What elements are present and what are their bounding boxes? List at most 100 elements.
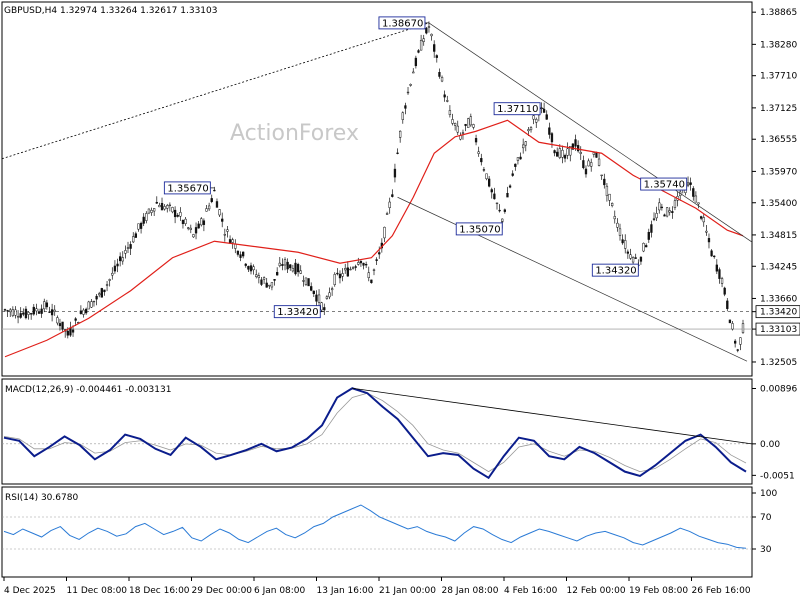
price-panel-frame [1,1,753,377]
candle-body [443,94,446,98]
candle-body [294,262,297,275]
candle-body [168,204,172,206]
candle-body [527,129,530,132]
candle-body [634,257,637,259]
annotation-box [455,222,503,236]
rsi-header: RSI(14) 30.6780 [5,493,78,503]
candle-body [202,220,206,225]
candle-body [412,71,415,74]
candle-body [24,308,28,319]
candle-body [715,264,718,272]
candle-body [650,224,653,233]
candle-body [733,340,737,344]
candle-body [613,216,616,220]
candle-body [600,174,603,177]
candle-body [187,227,190,229]
x-axis-label: 29 Dec 00:00 [192,586,253,596]
candle-body [35,308,38,312]
price-axis-label: 1.34815 [760,231,797,241]
candle-body [265,282,268,288]
candle-body [307,278,310,287]
candle-body [236,250,240,255]
candle-body [550,133,554,143]
candle-body [126,247,130,249]
candle-body [668,210,671,213]
candle-body [192,234,195,238]
annotation-label: 1.38670 [382,18,423,29]
candle-body [139,222,143,229]
candle-body [323,307,326,311]
x-axis-label: 26 Feb 16:00 [692,586,751,596]
candle-body [341,273,344,277]
candle-body [574,139,577,147]
candle-body [736,349,739,351]
annotation-label: 1.35070 [459,224,500,235]
candle-body [516,157,520,161]
candle-body [658,202,661,211]
candle-body [388,201,391,208]
price-axis-label: 1.35400 [760,199,797,209]
candle-body [728,319,732,324]
candle-body [296,264,300,273]
candle-body [118,256,122,262]
candle-body [406,91,410,94]
candle-body [166,205,169,209]
candle-body [158,205,161,208]
candle-body [435,55,438,58]
x-axis-label: 13 Jan 16:00 [317,586,374,596]
candle-body [53,309,56,312]
candle-body [699,216,703,219]
macd-axis-label: -0.0051 [760,471,795,481]
annotation-label: 1.34320 [595,266,636,277]
candle-body [255,274,258,277]
candle-body [391,194,394,197]
annotation-box [163,181,211,195]
macd-signal-line [3,392,747,473]
candle-body [514,163,517,167]
candle-body [362,262,365,266]
candle-body [587,160,590,167]
candle-body [535,119,538,123]
candle-body [629,254,632,259]
candle-body [461,132,465,134]
chart-header: GBPUSD,H4 1.32974 1.33264 1.32617 1.3310… [4,6,217,16]
candle-body [6,310,9,312]
candle-body [189,227,192,230]
candle-body [409,84,412,86]
candle-body [624,240,627,249]
candle-body [548,127,551,135]
candle-body [364,264,368,266]
watermark-text: ActionForex [230,121,359,146]
candle-body [370,279,373,284]
candle-body [576,145,580,152]
candle-body [440,77,444,82]
x-axis-label: 28 Jan 08:00 [442,586,499,596]
candle-body [312,290,315,294]
candle-body [61,321,64,330]
candle-body [116,263,119,267]
candle-body [705,230,708,233]
moving-average-line [4,119,744,358]
candle-body [490,189,493,193]
candle-body [351,267,355,269]
rsi-line [3,504,747,549]
candle-body [702,217,705,223]
candle-body [221,218,224,222]
candle-body [87,301,90,310]
annotation-box [378,16,426,30]
candle-body [697,202,700,205]
candle-body [103,289,106,293]
candle-body [524,141,527,146]
candle-body [16,316,20,318]
candle-body [92,300,96,303]
candle-body [469,116,472,126]
candle-body [132,236,135,243]
candle-body [665,207,669,217]
candle-body [111,272,114,276]
long-trend-dotted-line [1,22,430,160]
candle-body [58,323,62,327]
candle-body [328,292,331,298]
candle-body [671,211,674,213]
annotation-label: 1.37110 [497,104,538,115]
